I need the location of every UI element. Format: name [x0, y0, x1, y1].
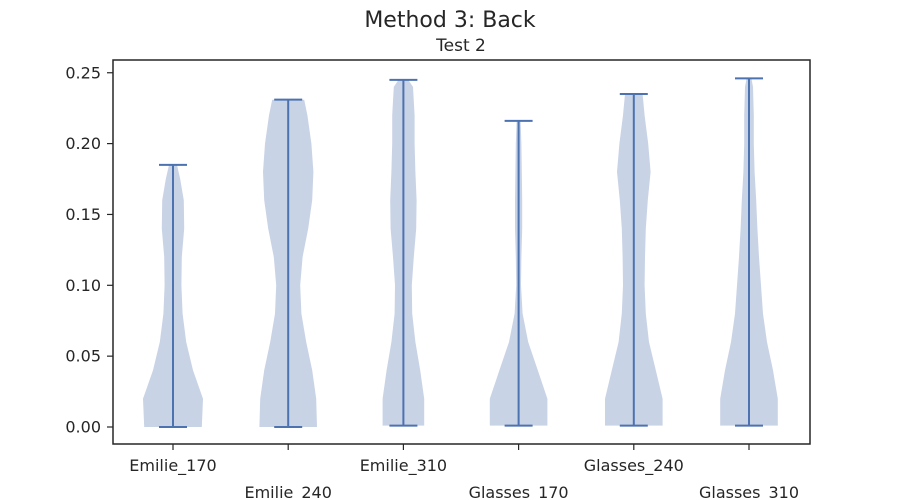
chart-title: Method 3: Back [364, 8, 536, 33]
y-tick-label: 0.05 [65, 347, 101, 366]
x-tick-label: Glasses_240 [584, 456, 684, 476]
x-tick-label: Glasses_310 [699, 483, 799, 500]
y-tick-label: 0.15 [65, 205, 101, 224]
y-tick-label: 0.20 [65, 134, 101, 153]
y-tick-label: 0.00 [65, 417, 101, 436]
violin-emilie-240 [259, 98, 317, 428]
x-axis: Emilie_170 Emilie_240 Emilie_310 Glasses_17… [129, 444, 799, 500]
violin-emilie-170 [143, 163, 203, 428]
x-tick-label: Emilie_310 [360, 456, 447, 476]
x-tick-label: Emilie_170 [129, 456, 216, 476]
violins-layer [143, 77, 778, 428]
plot-frame [112, 59, 811, 445]
y-tick-label: 0.10 [65, 276, 101, 295]
y-axis: 0.00 0.05 0.10 0.15 0.20 0.25 [65, 63, 113, 436]
x-tick-label: Glasses_170 [469, 483, 569, 500]
violin-glasses-310 [720, 77, 778, 427]
violin-glasses-170 [489, 119, 548, 427]
chart-subtitle: Test 2 [435, 36, 486, 56]
violin-emilie-310 [382, 78, 425, 427]
violin-glasses-240 [605, 93, 663, 427]
x-tick-label: Emilie_240 [244, 483, 331, 500]
y-tick-label: 0.25 [65, 63, 101, 82]
